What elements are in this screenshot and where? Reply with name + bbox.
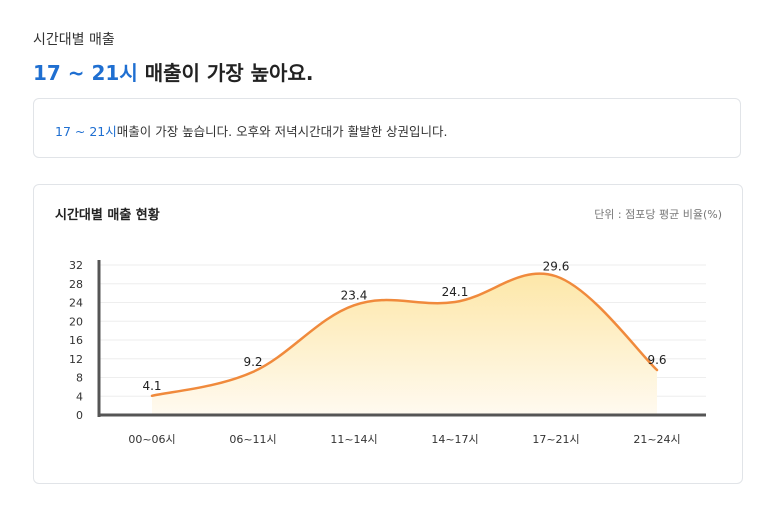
- summary-highlight: 17 ~ 21시: [55, 124, 117, 139]
- axes: [97, 260, 706, 417]
- chart-unit: 단위 : 점포당 평균 비율(%): [594, 208, 722, 221]
- y-tick-label: 4: [76, 390, 83, 403]
- x-tick-label: 11~14시: [330, 433, 377, 446]
- summary-box: 17 ~ 21시매출이 가장 높습니다. 오후와 저녁시간대가 활발한 상권입니…: [33, 98, 741, 158]
- headline-highlight: 17 ~ 21시: [33, 61, 138, 85]
- data-label: 29.6: [543, 259, 570, 273]
- data-label: 9.2: [243, 355, 262, 369]
- x-tick-label: 17~21시: [532, 433, 579, 446]
- summary-text: 17 ~ 21시매출이 가장 높습니다. 오후와 저녁시간대가 활발한 상권입니…: [55, 121, 448, 140]
- chart-title: 시간대별 매출 현황: [55, 208, 160, 223]
- area-fill-group: [150, 272, 659, 415]
- y-tick-label: 20: [69, 315, 83, 328]
- y-tick-label: 32: [69, 259, 83, 272]
- section-label: 시간대별 매출: [33, 32, 115, 48]
- y-tick-label: 16: [69, 334, 83, 347]
- labels: 0 4 8 12 16 20 24 28 32 00~06시 06~11시 11~14시 14~17시 1…: [69, 259, 681, 446]
- chart-card: 시간대별 매출 현황 단위 : 점포당 평균 비율(%) 0 4 8 12 16 20 24…: [33, 184, 743, 484]
- hourly-sales-chart: 0 4 8 12 16 20 24 28 32 00~06시 06~11시 11~14시 14~17시 1…: [69, 259, 706, 446]
- y-tick-label: 0: [76, 409, 83, 422]
- data-label: 24.1: [442, 285, 469, 299]
- x-tick-label: 00~06시: [128, 433, 175, 446]
- y-tick-label: 24: [69, 297, 83, 310]
- x-tick-label: 06~11시: [229, 433, 276, 446]
- y-tick-label: 12: [69, 353, 83, 366]
- data-label: 4.1: [142, 379, 161, 393]
- summary-body: 매출이 가장 높습니다. 오후와 저녁시간대가 활발한 상권입니다.: [116, 124, 448, 139]
- data-label: 23.4: [341, 288, 368, 302]
- headline-text: 매출이 가장 높아요.: [137, 61, 314, 85]
- area-fill: [152, 273, 657, 415]
- headline: 17 ~ 21시 매출이 가장 높아요.: [33, 57, 313, 86]
- data-label: 9.6: [647, 353, 666, 367]
- y-tick-label: 8: [76, 372, 83, 385]
- x-tick-label: 21~24시: [633, 433, 680, 446]
- series-line: [150, 272, 659, 398]
- x-tick-label: 14~17시: [431, 433, 478, 446]
- y-tick-label: 28: [69, 278, 83, 291]
